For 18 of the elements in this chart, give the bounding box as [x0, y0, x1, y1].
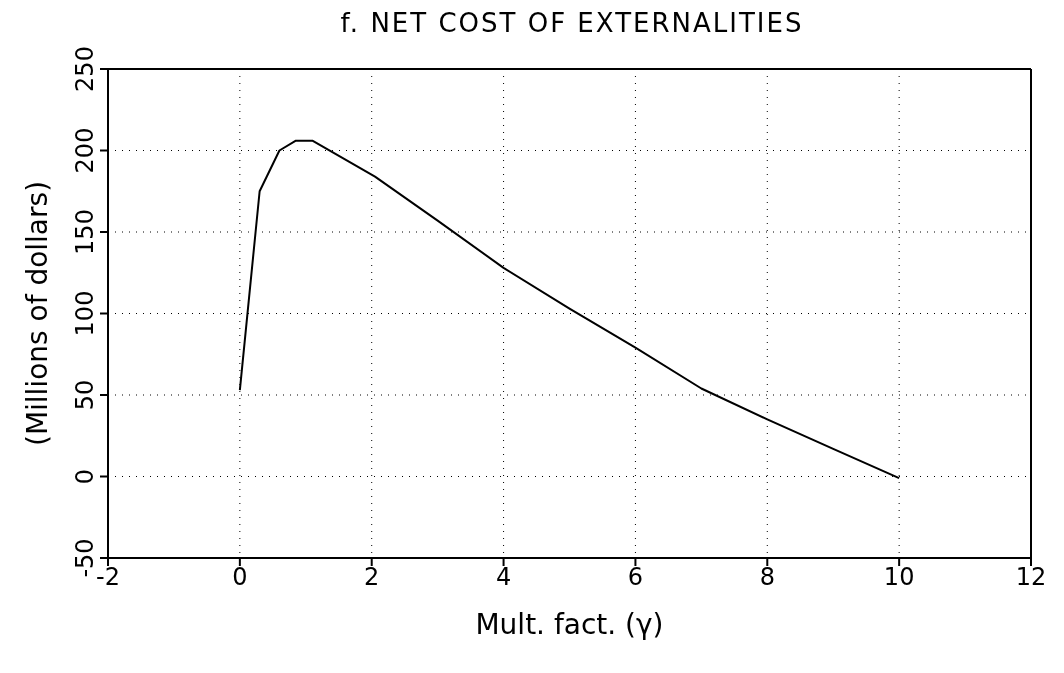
x-tick-label: 6 [627, 563, 644, 592]
x-tick-label: 12 [1015, 563, 1047, 592]
y-tick-label: -50 [70, 538, 99, 578]
y-tick-label: 100 [70, 290, 99, 337]
y-tick-label: 0 [70, 468, 99, 485]
y-axis-title: (Millions of dollars) [20, 180, 54, 447]
x-tick-label: 4 [495, 563, 512, 592]
y-tick-label: 150 [70, 209, 99, 255]
x-tick-label: 0 [232, 563, 248, 592]
x-tick-label: 10 [883, 563, 915, 592]
y-tick-label: 250 [70, 46, 99, 92]
chart-title: f. NET COST OF EXTERNALITIES [339, 8, 805, 38]
y-tick-label: 50 [70, 379, 99, 411]
x-tick-label: 2 [364, 563, 380, 592]
x-axis-title: Mult. fact. (γ) [475, 608, 664, 641]
x-tick-label: -2 [96, 563, 120, 592]
y-tick-label: 200 [70, 127, 99, 174]
x-tick-label: 8 [759, 563, 775, 592]
